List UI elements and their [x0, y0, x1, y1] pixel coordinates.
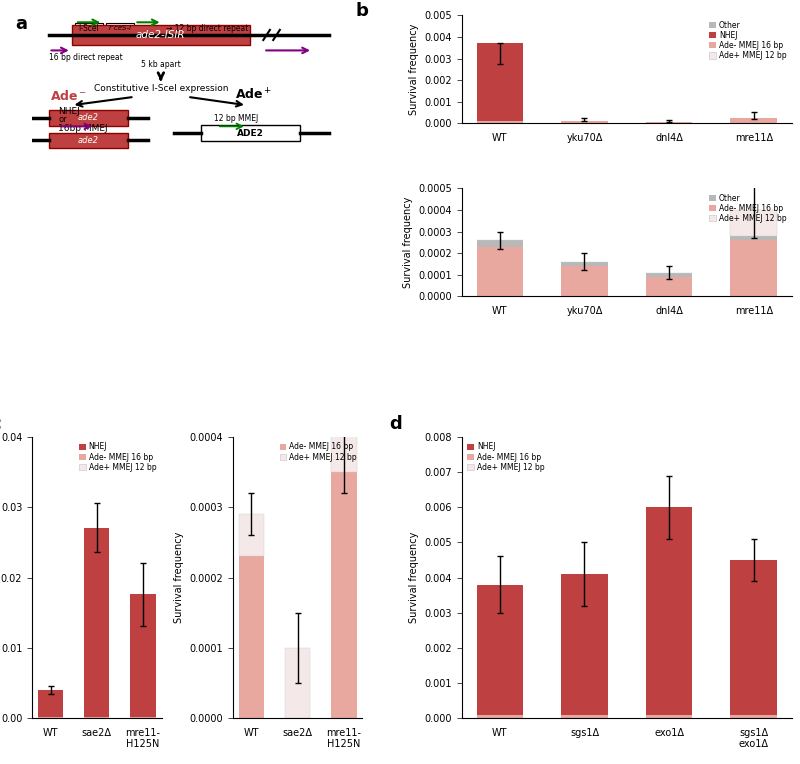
FancyBboxPatch shape: [72, 25, 250, 45]
Bar: [477, 714, 523, 718]
Text: 5 kb apart: 5 kb apart: [141, 60, 181, 70]
Bar: [646, 714, 692, 718]
Text: I⁻ceS-I: I⁻ceS-I: [109, 25, 132, 31]
Text: b: b: [356, 2, 369, 21]
Bar: [646, 507, 692, 714]
Legend: NHEJ, Ade- MMEJ 16 bp, Ade+ MMEJ 12 bp: NHEJ, Ade- MMEJ 16 bp, Ade+ MMEJ 12 bp: [466, 441, 546, 473]
FancyBboxPatch shape: [106, 23, 134, 34]
Text: ade2-ISIR: ade2-ISIR: [136, 30, 186, 40]
Bar: [84, 528, 110, 717]
Bar: [331, 472, 357, 718]
Bar: [562, 714, 608, 718]
Bar: [285, 648, 310, 718]
Bar: [562, 574, 608, 714]
Y-axis label: Survival frequency: Survival frequency: [402, 196, 413, 288]
Bar: [730, 560, 777, 714]
FancyBboxPatch shape: [201, 125, 300, 141]
Text: → 12 bp direct repeat: → 12 bp direct repeat: [166, 24, 248, 33]
Legend: Ade- MMEJ 16 bp, Ade+ MMEJ 12 bp: Ade- MMEJ 16 bp, Ade+ MMEJ 12 bp: [278, 441, 358, 463]
Bar: [730, 118, 777, 124]
Bar: [646, 121, 692, 124]
Text: Ade$^-$: Ade$^-$: [50, 89, 87, 102]
FancyBboxPatch shape: [49, 132, 128, 148]
FancyBboxPatch shape: [49, 110, 128, 126]
Bar: [477, 121, 523, 124]
Bar: [238, 514, 264, 556]
Text: or: or: [58, 115, 67, 124]
Bar: [477, 240, 523, 247]
Bar: [562, 262, 608, 266]
Y-axis label: Survival frequency: Survival frequency: [409, 24, 418, 115]
Text: c: c: [0, 415, 1, 432]
Bar: [477, 584, 523, 714]
Text: ade2: ade2: [78, 113, 98, 122]
Text: d: d: [389, 415, 402, 432]
Bar: [730, 714, 777, 718]
Legend: Other, Ade- MMEJ 16 bp, Ade+ MMEJ 12 bp: Other, Ade- MMEJ 16 bp, Ade+ MMEJ 12 bp: [707, 192, 788, 225]
Text: Ade$^+$: Ade$^+$: [234, 87, 272, 102]
Bar: [562, 266, 608, 296]
Bar: [730, 236, 777, 240]
Legend: NHEJ, Ade- MMEJ 16 bp, Ade+ MMEJ 12 bp: NHEJ, Ade- MMEJ 16 bp, Ade+ MMEJ 12 bp: [77, 441, 158, 473]
Bar: [562, 121, 608, 124]
Bar: [130, 594, 156, 717]
Bar: [730, 240, 777, 296]
FancyBboxPatch shape: [75, 23, 103, 34]
Text: ADE2: ADE2: [237, 129, 263, 138]
Text: I-SceI: I-SceI: [78, 24, 99, 33]
Bar: [38, 690, 63, 717]
Text: 12 bp MMEJ: 12 bp MMEJ: [214, 114, 258, 123]
Text: 16 bp direct repeat: 16 bp direct repeat: [49, 53, 122, 62]
Text: Constitutive I-SceI expression: Constitutive I-SceI expression: [94, 84, 228, 93]
Bar: [238, 556, 264, 718]
Legend: Other, NHEJ, Ade- MMEJ 16 bp, Ade+ MMEJ 12 bp: Other, NHEJ, Ade- MMEJ 16 bp, Ade+ MMEJ …: [707, 19, 788, 62]
Bar: [477, 247, 523, 296]
Bar: [646, 277, 692, 296]
Text: NHEJ: NHEJ: [58, 107, 80, 115]
Bar: [730, 210, 777, 236]
Bar: [331, 402, 357, 472]
Text: a: a: [15, 15, 27, 34]
Bar: [477, 44, 523, 121]
Text: 16bp MMEJ: 16bp MMEJ: [58, 124, 108, 132]
Bar: [646, 273, 692, 277]
Text: ade2: ade2: [78, 136, 98, 145]
Y-axis label: Survival frequency: Survival frequency: [409, 532, 418, 623]
Y-axis label: Survival frequency: Survival frequency: [174, 532, 184, 623]
